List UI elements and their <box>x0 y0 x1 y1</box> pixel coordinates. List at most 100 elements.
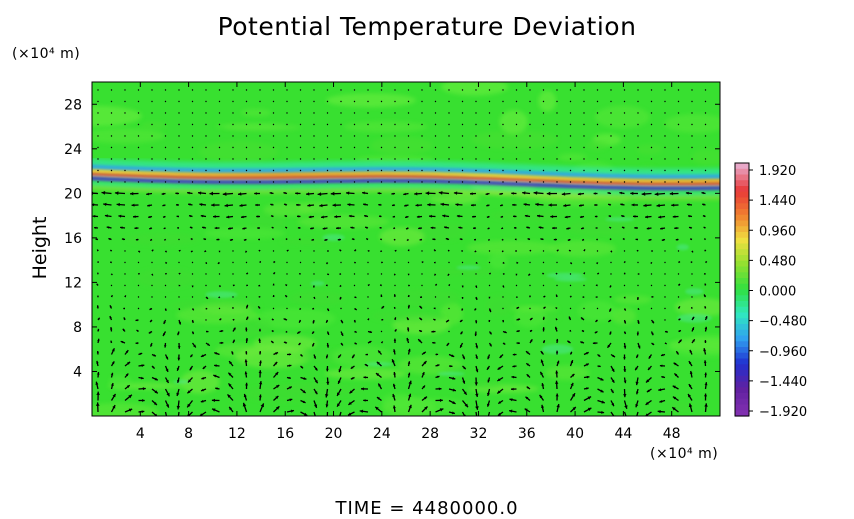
vector-dot <box>272 169 275 172</box>
colorbar-swatch <box>735 203 749 210</box>
vector-head <box>555 307 558 310</box>
vector-head <box>108 238 111 241</box>
vector-head <box>364 214 367 218</box>
vector-dot <box>421 158 423 160</box>
vector-head <box>296 203 299 207</box>
vector-dot <box>434 146 437 149</box>
field-patch <box>440 302 463 325</box>
vector-head <box>645 413 649 416</box>
vector-dot <box>569 181 572 183</box>
vector-head <box>285 284 288 287</box>
vector-head <box>141 410 145 414</box>
vector-dot <box>569 273 572 275</box>
vector-dot <box>151 135 153 137</box>
vector-dot <box>502 100 504 103</box>
vector-dot <box>488 100 491 103</box>
vector-head <box>635 367 638 371</box>
vector-dot <box>218 112 221 114</box>
field-patch <box>674 298 720 317</box>
vector-head <box>283 341 287 344</box>
vector-dot <box>637 89 639 91</box>
wind-vectors <box>92 89 708 416</box>
vector-dot <box>488 169 491 172</box>
vector-head <box>611 379 615 383</box>
vector-dot <box>286 273 288 275</box>
vector-dot <box>178 261 180 264</box>
vector-dot <box>569 89 572 91</box>
vector-head <box>685 191 689 195</box>
vector-dot <box>367 261 369 264</box>
vector-head <box>705 261 707 264</box>
vector-dot <box>583 158 585 160</box>
vector-head <box>381 306 384 309</box>
vector-head <box>675 238 678 241</box>
vector-head <box>363 399 366 402</box>
vector-head <box>321 215 324 219</box>
vector-dot <box>610 89 612 91</box>
vector-head <box>487 356 490 360</box>
vector-head <box>258 328 261 331</box>
vector-head <box>138 250 140 253</box>
y-tick-label: 24 <box>64 142 82 158</box>
vector-dot <box>151 181 153 183</box>
vector-dot <box>259 169 261 172</box>
vector-head <box>112 405 116 409</box>
colorbar-swatch <box>735 387 749 394</box>
vector-head <box>692 339 695 342</box>
vector-dot <box>326 296 329 298</box>
vector-head <box>689 371 693 374</box>
vector-head <box>289 386 292 389</box>
vector-dot <box>677 112 680 114</box>
vector-head <box>380 250 383 252</box>
vector-dot <box>191 146 194 149</box>
vector-head <box>651 332 654 336</box>
vector-dot <box>164 135 167 137</box>
x-tick-label: 28 <box>421 426 439 442</box>
vector-head <box>672 396 677 400</box>
vector-dot <box>380 273 383 275</box>
vector-head <box>258 394 262 398</box>
vector-dot <box>151 112 153 114</box>
vector-head <box>96 351 99 354</box>
vector-dot <box>542 284 545 287</box>
vector-head <box>587 407 592 411</box>
vector-head <box>488 272 491 275</box>
vector-arrow <box>636 411 639 416</box>
vector-head <box>579 204 582 207</box>
vector-head <box>611 403 614 407</box>
vector-head <box>191 250 193 252</box>
vector-dot <box>340 89 342 91</box>
vector-head <box>258 306 261 309</box>
vector-head <box>313 356 316 359</box>
colorbar-swatch <box>735 404 749 411</box>
vector-head <box>633 215 636 218</box>
vector-head <box>326 262 329 265</box>
vector-dot <box>272 181 275 183</box>
vector-dot <box>299 261 302 264</box>
vector-head <box>271 215 274 218</box>
vector-head <box>572 407 576 411</box>
colorbar-tick-label: 0.000 <box>759 285 796 300</box>
vector-head <box>637 345 641 349</box>
vector-dot <box>394 89 396 91</box>
vector-head <box>242 227 245 230</box>
vector-dot <box>596 112 599 114</box>
vector-head <box>232 284 235 287</box>
vector-head <box>288 364 292 367</box>
vector-dot <box>448 89 450 91</box>
vector-head <box>530 318 533 321</box>
vector-head <box>110 295 113 298</box>
field-patch <box>205 291 238 298</box>
vector-dot <box>448 158 450 160</box>
vector-head <box>285 330 288 333</box>
vector-head <box>512 365 515 368</box>
vector-head <box>391 359 395 363</box>
vector-head <box>587 396 592 400</box>
x-tick-label: 8 <box>184 426 193 442</box>
vector-head <box>163 321 166 324</box>
vector-head <box>437 364 440 367</box>
vector-head <box>594 215 597 218</box>
vector-dot <box>259 89 261 91</box>
vector-dot <box>367 135 369 137</box>
vector-dot <box>704 181 707 183</box>
